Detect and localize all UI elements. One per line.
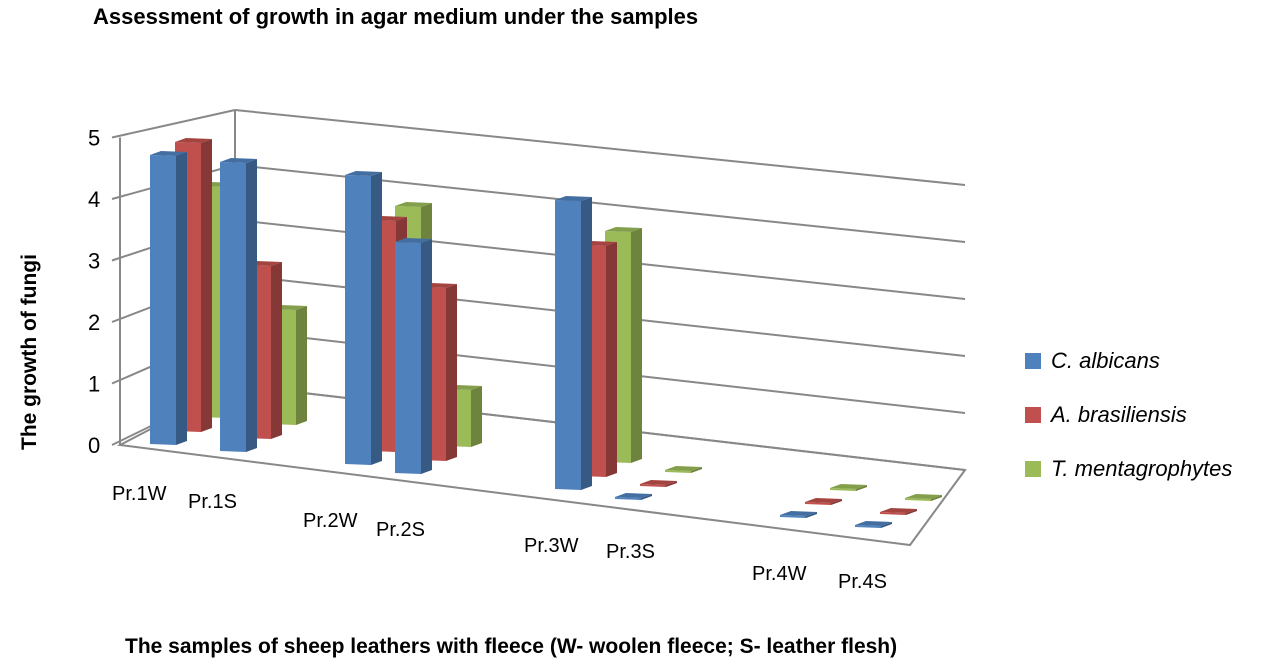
- svg-text:5: 5: [88, 126, 100, 151]
- bar: [780, 511, 817, 518]
- bar: [880, 508, 917, 515]
- svg-text:3: 3: [88, 249, 100, 274]
- legend-label: C. albicans: [1051, 348, 1160, 373]
- bar: [905, 494, 942, 501]
- legend-label: A. brasiliensis: [1051, 402, 1187, 427]
- category-label: Pr.4W: [752, 563, 807, 585]
- bar: [220, 158, 257, 452]
- legend-swatch: [1025, 461, 1041, 477]
- chart-title: Assessment of growth in agar medium unde…: [93, 4, 699, 29]
- chart-legend: C. albicans A. brasiliensis T. mentagrophy…: [1025, 334, 1232, 496]
- category-label: Pr.2W: [303, 510, 358, 532]
- bar: [830, 484, 867, 491]
- category-label: Pr.1W: [112, 483, 167, 505]
- bar: [855, 521, 892, 528]
- bar: [150, 151, 187, 445]
- legend-swatch: [1025, 353, 1041, 369]
- bar: [665, 466, 702, 473]
- bar: [805, 498, 842, 505]
- legend-swatch: [1025, 407, 1041, 423]
- category-label: Pr.4S: [838, 571, 887, 593]
- category-label: Pr.2S: [376, 519, 425, 541]
- svg-text:0: 0: [88, 433, 100, 458]
- svg-text:1: 1: [88, 372, 100, 397]
- bar: [640, 480, 677, 487]
- category-label: Pr.1S: [188, 491, 237, 513]
- legend-label: T. mentagrophytes: [1051, 456, 1233, 481]
- legend-item: A. brasiliensis: [1025, 388, 1232, 442]
- bar: [555, 196, 592, 490]
- svg-text:4: 4: [88, 187, 100, 212]
- bar: [345, 171, 382, 465]
- bar: [395, 238, 432, 474]
- bar: [615, 493, 652, 500]
- legend-item: T. mentagrophytes: [1025, 442, 1232, 496]
- category-label: Pr.3W: [524, 535, 579, 557]
- legend-item: C. albicans: [1025, 334, 1232, 388]
- svg-text:2: 2: [88, 310, 100, 335]
- category-label: Pr.3S: [606, 541, 655, 563]
- x-axis-label: The samples of sheep leathers with fleec…: [125, 635, 898, 658]
